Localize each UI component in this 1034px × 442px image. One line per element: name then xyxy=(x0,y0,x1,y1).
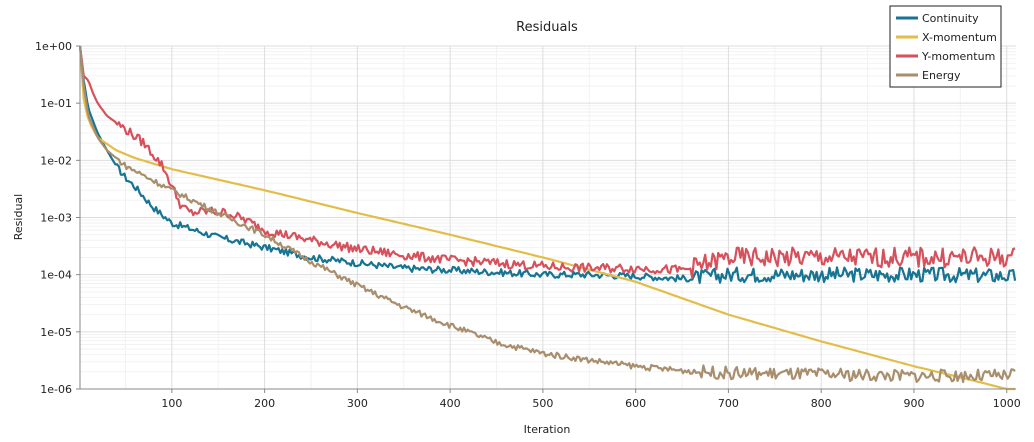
x-tick-label: 500 xyxy=(532,397,553,410)
y-axis-label: Residual xyxy=(12,194,25,240)
series-line-energy xyxy=(78,45,1016,384)
legend-label: X-momentum xyxy=(922,31,997,44)
y-tick-label: 1e-05 xyxy=(40,326,72,339)
legend-label: Continuity xyxy=(922,12,979,25)
x-tick-label: 900 xyxy=(903,397,924,410)
y-tick-labels: 1e+00 1e-01 1e-02 1e-03 1e-04 1e-05 1e-06 xyxy=(35,40,80,396)
x-tick-label: 800 xyxy=(811,397,832,410)
x-tick-label: 1000 xyxy=(993,397,1021,410)
chart-title: Residuals xyxy=(516,20,578,35)
series-line-y-momentum xyxy=(78,45,1016,279)
x-tick-label: 100 xyxy=(161,397,182,410)
series-layer xyxy=(78,45,1017,391)
x-tick-labels: 100 200 300 400 500 600 700 800 900 1000 xyxy=(161,389,1021,410)
y-tick-label: 1e-01 xyxy=(40,97,72,110)
series-line-x-momentum xyxy=(78,45,1016,391)
x-tick-label: 300 xyxy=(347,397,368,410)
legend: Continuity X-momentum Y-momentum Energy xyxy=(889,5,1002,88)
y-tick-label: 1e-02 xyxy=(40,154,72,167)
legend-label: Energy xyxy=(922,69,961,82)
x-tick-label: 700 xyxy=(718,397,739,410)
x-tick-label: 400 xyxy=(440,397,461,410)
series-line-continuity xyxy=(78,45,1017,284)
x-tick-label: 200 xyxy=(254,397,275,410)
y-tick-label: 1e+00 xyxy=(35,40,72,53)
y-tick-label: 1e-04 xyxy=(40,269,72,282)
legend-label: Y-momentum xyxy=(921,50,995,63)
x-tick-label: 600 xyxy=(625,397,646,410)
y-tick-label: 1e-06 xyxy=(40,383,72,396)
y-tick-label: 1e-03 xyxy=(40,212,72,225)
x-axis-label: Iteration xyxy=(524,423,571,436)
